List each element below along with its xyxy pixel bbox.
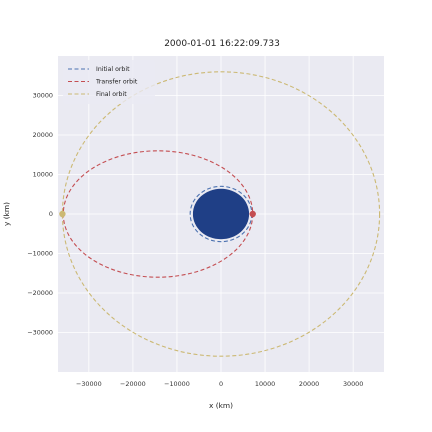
legend: Initial orbit Transfer orbit Final orbit (63, 60, 155, 104)
planet (192, 188, 250, 240)
x-tick-label: 20000 (299, 380, 319, 388)
legend-label: Initial orbit (96, 66, 130, 73)
y-axis-label: y (km) (2, 202, 11, 226)
y-tick-label: −10000 (27, 250, 53, 258)
y-tick-label: 0 (49, 210, 53, 218)
orbit-path-2 (61, 71, 381, 357)
y-tick-label: −30000 (27, 329, 53, 337)
chart-title: 2000-01-01 16:22:09.733 (164, 39, 280, 49)
x-tick-label: −30000 (76, 380, 102, 388)
y-tick-label: −20000 (27, 289, 53, 297)
y-tick-label: 10000 (33, 171, 53, 179)
legend-box (63, 60, 155, 104)
tick-labels: −30000 −20000 −10000 0 10000 20000 30000 −30000… (27, 92, 363, 388)
x-tick-label: −20000 (120, 380, 146, 388)
legend-label: Transfer orbit (95, 79, 138, 86)
x-tick-label: 0 (219, 380, 223, 388)
x-tick-label: 30000 (343, 380, 363, 388)
y-tick-label: 30000 (33, 92, 53, 100)
legend-label: Final orbit (96, 91, 127, 98)
y-tick-label: 20000 (33, 131, 53, 139)
position-marker-1 (59, 210, 66, 218)
x-tick-label: 10000 (255, 380, 275, 388)
x-tick-label: −10000 (164, 380, 190, 388)
x-axis-label: x (km) (209, 401, 233, 410)
orbits-layer (59, 71, 381, 357)
position-marker-0 (249, 210, 256, 218)
